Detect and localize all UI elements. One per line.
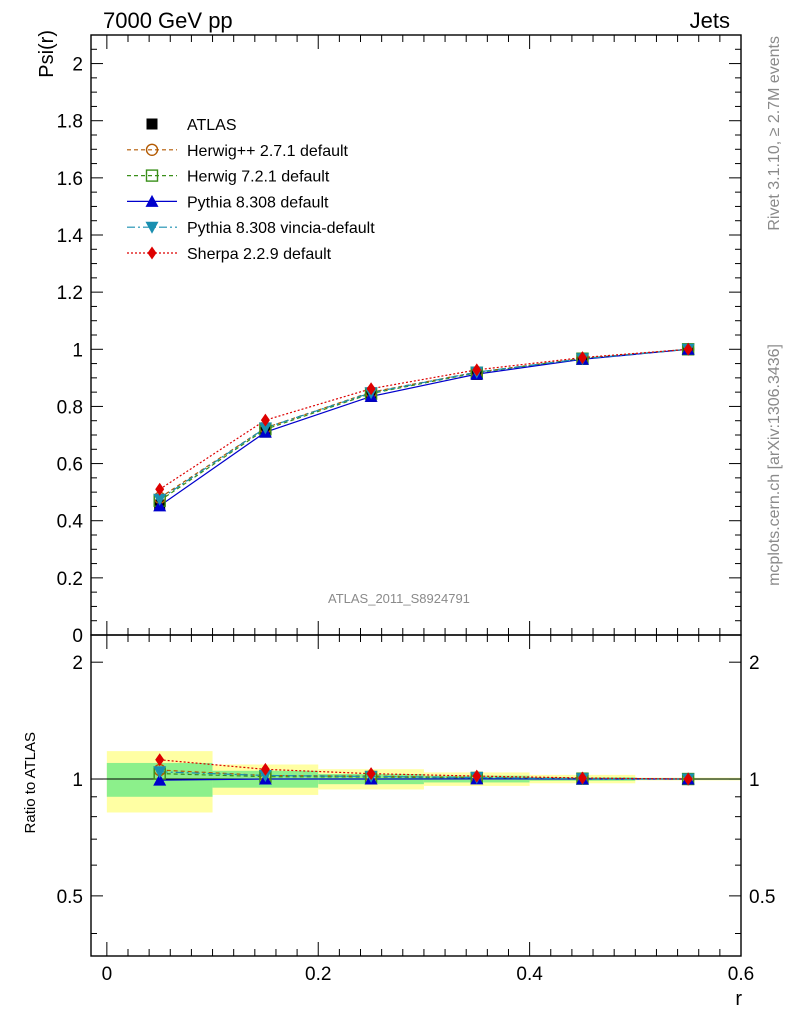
process-label: Jets bbox=[689, 8, 730, 33]
series-point-main bbox=[153, 493, 167, 506]
legend-marker bbox=[145, 143, 159, 157]
series-point-ratio bbox=[366, 767, 376, 781]
main-y-tick-label: 0.8 bbox=[57, 397, 83, 418]
main-y-tick-label: 0.6 bbox=[57, 455, 83, 476]
legend-marker bbox=[146, 118, 158, 130]
main-y-tick-label: 0.2 bbox=[57, 569, 83, 590]
series-point-main bbox=[366, 382, 376, 396]
ratio-uncertainty-bands bbox=[106, 751, 741, 813]
legend-label: ATLAS bbox=[187, 117, 237, 134]
legend-marker bbox=[145, 194, 159, 207]
analysis-id: ATLAS_2011_S8924791 bbox=[328, 591, 470, 606]
ratio-y-tick-label: 2 bbox=[72, 653, 83, 674]
ratio-y-tick-label-right: 0.5 bbox=[749, 887, 775, 908]
legend-label: Herwig++ 2.7.1 default bbox=[187, 143, 349, 160]
series-point-ratio bbox=[258, 770, 272, 783]
series-line-ratio bbox=[159, 778, 689, 781]
main-y-tick-label: 1 bbox=[72, 340, 83, 361]
series-markers bbox=[153, 342, 695, 786]
legend-label: Pythia 8.308 default bbox=[187, 194, 329, 211]
series-point-ratio bbox=[577, 771, 587, 785]
legend-marker bbox=[147, 246, 157, 260]
series-point-ratio bbox=[472, 769, 482, 783]
series-point-ratio bbox=[155, 753, 165, 767]
main-y-tick-label: 1.4 bbox=[57, 226, 84, 247]
series-line-main bbox=[159, 348, 689, 500]
x-tick-label: 0.6 bbox=[728, 964, 754, 985]
main-y-axis-label: Psi(r) bbox=[36, 30, 58, 78]
series-point-ratio bbox=[153, 766, 167, 779]
ratio-y-tick-label-right: 1 bbox=[749, 770, 760, 791]
ratio-panel-frame bbox=[90, 634, 742, 957]
legend-label: Pythia 8.308 vincia-default bbox=[187, 220, 375, 237]
series-point-main bbox=[258, 422, 272, 435]
x-tick-label: 0.4 bbox=[516, 964, 543, 985]
main-y-tick-label: 2 bbox=[72, 55, 83, 76]
series-lines bbox=[159, 348, 689, 781]
series-point-main bbox=[155, 482, 165, 496]
series-point-main bbox=[472, 363, 482, 377]
series-point-ratio bbox=[683, 772, 693, 786]
series-line-main bbox=[159, 348, 689, 502]
main-y-tick-label: 0.4 bbox=[57, 512, 84, 533]
main-y-tick-label: 1.8 bbox=[57, 112, 83, 133]
series-line-main bbox=[159, 348, 689, 507]
legend: ATLAS Herwig++ 2.7.1 default Herwig 7.2.1 … bbox=[127, 117, 375, 263]
series-line-main bbox=[159, 348, 689, 490]
ratio-y-tick-label-right: 2 bbox=[749, 653, 760, 674]
legend-label: Herwig 7.2.1 default bbox=[187, 169, 330, 186]
x-tick-label: 0.2 bbox=[305, 964, 331, 985]
mcplots-reference-text: mcplots.cern.ch [arXiv:1306.3436] bbox=[766, 344, 783, 586]
ratio-y-tick-label: 1 bbox=[72, 770, 83, 791]
series-point-main bbox=[577, 351, 587, 365]
series-point-ratio bbox=[260, 762, 270, 776]
axis-ticks bbox=[91, 34, 742, 956]
series-line-ratio bbox=[159, 759, 689, 780]
legend-marker bbox=[145, 221, 159, 234]
legend-label: Sherpa 2.2.9 default bbox=[187, 246, 332, 263]
series-point-ratio bbox=[153, 773, 167, 786]
main-y-tick-label: 1.2 bbox=[57, 283, 83, 304]
energy-label: 7000 GeV pp bbox=[103, 8, 233, 33]
ratio-y-tick-label: 0.5 bbox=[57, 887, 83, 908]
series-point-main bbox=[260, 413, 270, 427]
axis-text: 0 0.2 0.4 0.6 0.8 1 1.2 1.4 1.6 1.8 2 0.5 0.5 1 1 2 2 0 0.… bbox=[57, 55, 776, 985]
series-line-main bbox=[159, 348, 689, 499]
ratio-y-axis-label: Ratio to ATLAS bbox=[22, 732, 39, 834]
series-point-main bbox=[683, 342, 693, 356]
rivet-version-text: Rivet 3.1.10, ≥ 2.7M events bbox=[766, 36, 783, 231]
main-y-tick-label: 0 bbox=[72, 626, 83, 647]
x-tick-label: 0 bbox=[102, 964, 113, 985]
legend-marker bbox=[145, 169, 159, 182]
main-y-tick-label: 1.6 bbox=[57, 169, 83, 190]
x-axis-label: r bbox=[735, 988, 742, 1010]
